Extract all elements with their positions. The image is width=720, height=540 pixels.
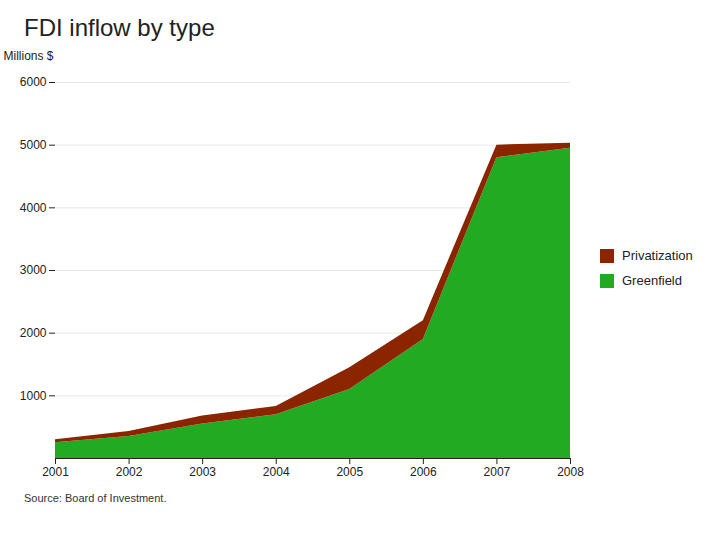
- html-text:FDI inflow by type: FDI inflow by type: [24, 14, 215, 41]
- svg-text:Millions $: Millions $: [4, 49, 54, 63]
- svg-text:1000: 1000: [20, 389, 47, 403]
- svg-text:2000: 2000: [20, 326, 47, 340]
- svg-text:6000: 6000: [20, 75, 47, 89]
- html-text:Privatization: Privatization: [622, 248, 693, 263]
- html-text:Greenfield: Greenfield: [622, 273, 682, 288]
- html-text:Source: Board of Investment.: Source: Board of Investment.: [24, 492, 167, 504]
- svg-text:2008: 2008: [557, 465, 584, 479]
- svg-text:2005: 2005: [336, 465, 363, 479]
- svg-text:2001: 2001: [42, 465, 69, 479]
- svg-text:2004: 2004: [263, 465, 290, 479]
- svg-text:2006: 2006: [410, 465, 437, 479]
- svg-text:2003: 2003: [189, 465, 216, 479]
- svg-text:2002: 2002: [116, 465, 143, 479]
- svg-text:2007: 2007: [484, 465, 511, 479]
- svg-text:4000: 4000: [20, 201, 47, 215]
- svg-text:3000: 3000: [20, 263, 47, 277]
- svg-text:5000: 5000: [20, 138, 47, 152]
